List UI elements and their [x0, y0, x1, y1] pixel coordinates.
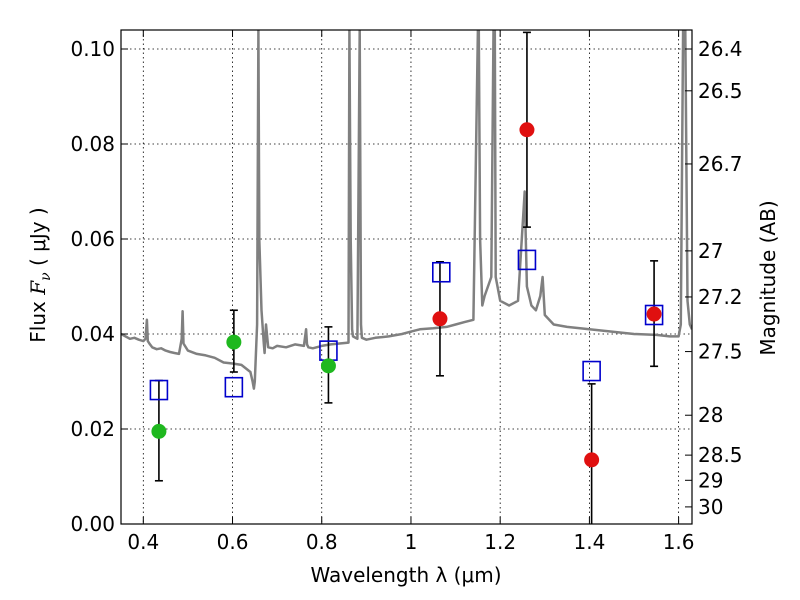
y-axis-label-subscript: ν: [38, 272, 54, 281]
plot-area: [121, 30, 692, 524]
x-tick-label: 0.6: [217, 530, 249, 554]
red-points-circle: [519, 122, 535, 138]
x-tick-label: 1.2: [484, 530, 516, 554]
magnitude-tick-label: 27.5: [698, 340, 743, 364]
model-square-point: [431, 261, 451, 283]
x-tick-label: 0.4: [127, 530, 159, 554]
red-points-circle: [584, 452, 600, 468]
green-points-circle: [320, 358, 336, 374]
model-square-point: [517, 249, 537, 271]
magnitude-tick-label: 26.7: [698, 152, 743, 176]
y-axis-label-unit: ( μJy ): [26, 207, 50, 272]
model-square-point: [224, 376, 244, 398]
magnitude-tick-label: 29: [698, 468, 723, 492]
x-axis-label: Wavelength λ (μm): [310, 563, 501, 587]
axis-ticks: 0.4 0.6 0.8 1 1.2 1.4 1.6 0.00 0.02 0.04 0.06 0.08 0…: [70, 30, 743, 554]
magnitude-tick-label: 28.5: [698, 443, 743, 467]
red-points-circle: [646, 306, 662, 322]
grid: [121, 30, 692, 525]
model-square-point: [644, 304, 664, 326]
y-tick-label: 0.02: [70, 417, 115, 441]
y2-axis-label: Magnitude (AB): [756, 200, 780, 355]
green-points-circle: [151, 423, 167, 439]
y-tick-label: 0.08: [70, 132, 115, 156]
magnitude-tick-label: 28: [698, 403, 723, 427]
magnitude-tick-label: 27: [698, 239, 723, 263]
magnitude-tick-label: 30: [698, 495, 723, 519]
spectrum-line: [121, 30, 692, 390]
magnitude-tick-label: 27.2: [698, 285, 743, 309]
y-axis-label: Flux Fν ( μJy ): [26, 207, 54, 342]
plot-frame: [120, 29, 693, 525]
y-tick-label: 0.04: [70, 322, 115, 346]
magnitude-tick-label: 26.5: [698, 79, 743, 103]
red-points-circle: [432, 311, 448, 327]
model-square-point: [149, 379, 169, 401]
y-tick-label: 0.06: [70, 227, 115, 251]
x-tick-label: 0.8: [306, 530, 338, 554]
y-axis-label-symbol: F: [26, 280, 50, 296]
x-tick-label: 1.4: [573, 530, 605, 554]
y-axis-label-text: Flux: [26, 295, 50, 343]
y-tick-label: 0.10: [70, 37, 115, 61]
x-tick-label: 1.6: [663, 530, 695, 554]
x-tick-label: 1: [405, 530, 418, 554]
y-tick-label: 0.00: [70, 512, 115, 536]
green-points-circle: [226, 334, 242, 350]
model-square-point: [582, 360, 601, 382]
magnitude-tick-label: 26.4: [698, 37, 743, 61]
